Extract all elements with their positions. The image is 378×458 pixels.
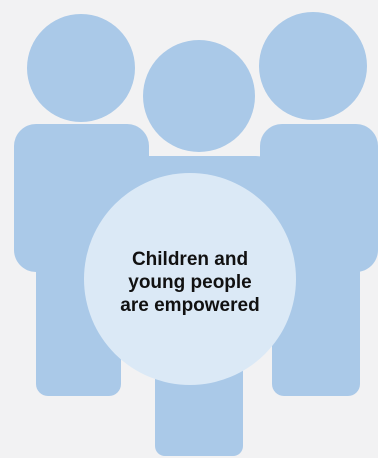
caption-line-2: young people xyxy=(128,272,252,293)
diagram-caption: Children and young people are empowered xyxy=(95,248,285,317)
right-person-head xyxy=(259,12,367,120)
right-person-body xyxy=(260,124,378,272)
center-person-head xyxy=(143,40,255,152)
left-person-head xyxy=(27,14,135,122)
caption-line-3: are empowered xyxy=(120,295,260,316)
center-highlight-circle xyxy=(84,173,296,385)
caption-line-1: Children and xyxy=(131,249,249,270)
